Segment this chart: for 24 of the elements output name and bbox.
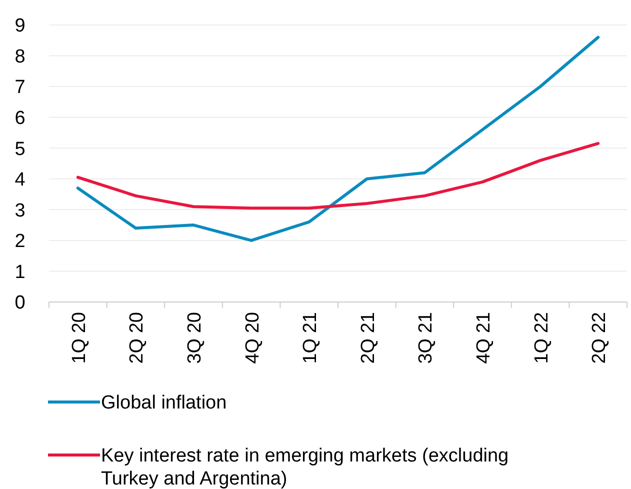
x-tick-label: 4Q 20 [242,312,264,364]
x-tick-label: 2Q 20 [126,312,148,364]
y-tick-label: 1 [14,262,26,283]
y-tick-label: 4 [14,170,26,191]
x-tick-label: 3Q 21 [416,312,437,364]
x-tick-label: 2Q 21 [358,312,379,364]
y-tick-label: 9 [14,16,26,37]
y-tick-label: 3 [14,200,26,222]
x-tick-label: 4Q 21 [474,312,494,364]
y-tick-label: 7 [14,77,26,98]
x-tick-label: 3Q 20 [184,312,206,364]
line-series [76,36,600,242]
y-tick-label: 2 [14,231,26,252]
y-tick-label: 8 [14,46,26,68]
legend-label: Global inflation [101,392,227,414]
y-tick-label: 5 [14,138,26,160]
y-tick-label: 0 [14,292,26,314]
line-series [76,142,600,210]
x-tick-label: 1Q 22 [531,312,552,364]
x-tick-label: 2Q 22 [589,312,610,364]
y-tick-label: 6 [14,108,26,129]
x-tick-label: 1Q 20 [68,312,90,364]
legend-label: Key interest rate in emerging markets (excluding Turkey and Argentina) [101,446,509,489]
x-tick-label: 1Q 21 [300,312,322,364]
